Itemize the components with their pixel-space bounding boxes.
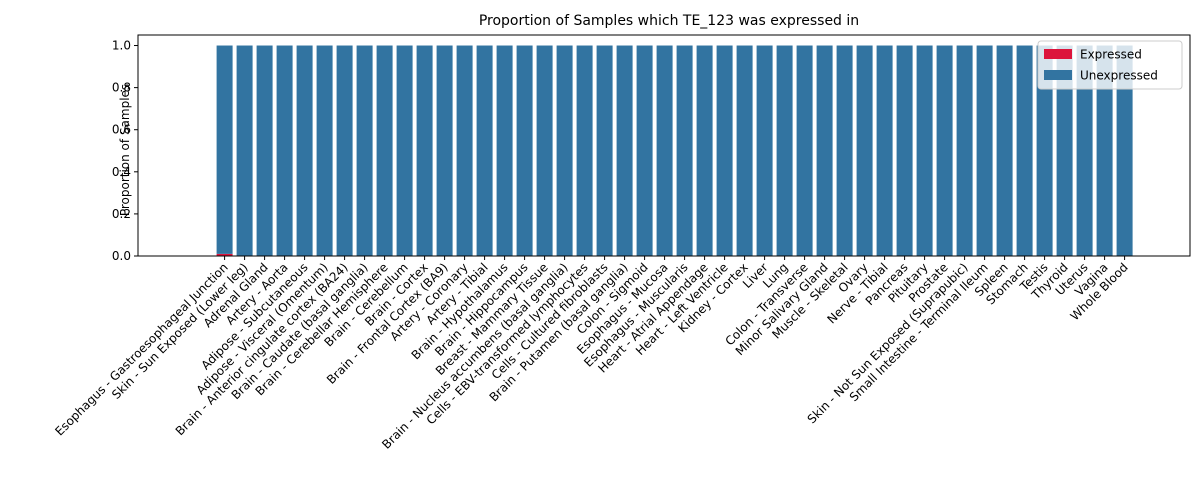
bar-unexpressed-32 bbox=[856, 45, 873, 256]
bar-expressed-0 bbox=[216, 253, 233, 256]
legend-label-expressed: Expressed bbox=[1080, 48, 1142, 62]
bar-unexpressed-29 bbox=[796, 45, 813, 256]
bar-unexpressed-41 bbox=[1036, 45, 1053, 256]
bar-unexpressed-36 bbox=[936, 45, 953, 256]
bar-unexpressed-42 bbox=[1056, 45, 1073, 256]
bar-unexpressed-15 bbox=[516, 45, 533, 256]
y-axis: 0.0 0.2 0.4 0.6 0.8 1.0 bbox=[112, 39, 138, 263]
plot-frame bbox=[137, 34, 1191, 257]
bar-unexpressed-24 bbox=[696, 45, 713, 256]
bar-unexpressed-11 bbox=[436, 45, 453, 256]
bar-unexpressed-0 bbox=[216, 45, 233, 254]
bar-unexpressed-13 bbox=[476, 45, 493, 256]
bar-unexpressed-3 bbox=[276, 45, 293, 256]
bar-unexpressed-39 bbox=[996, 45, 1013, 256]
bar-unexpressed-28 bbox=[776, 45, 793, 256]
bar-unexpressed-30 bbox=[816, 45, 833, 256]
bar-unexpressed-1 bbox=[236, 45, 253, 256]
y-tick-label-2: 0.4 bbox=[112, 165, 131, 179]
bar-unexpressed-19 bbox=[596, 45, 613, 256]
bar-unexpressed-20 bbox=[616, 45, 633, 256]
bar-unexpressed-31 bbox=[836, 45, 853, 256]
bar-unexpressed-6 bbox=[336, 45, 353, 256]
bar-unexpressed-40 bbox=[1016, 45, 1033, 256]
legend-swatch-unexpressed bbox=[1044, 70, 1072, 80]
bar-unexpressed-14 bbox=[496, 45, 513, 256]
legend: Expressed Unexpressed bbox=[1037, 40, 1183, 90]
bar-unexpressed-25 bbox=[716, 45, 733, 256]
bar-unexpressed-37 bbox=[956, 45, 973, 256]
legend-box bbox=[1037, 40, 1183, 90]
legend-label-unexpressed: Unexpressed bbox=[1080, 69, 1158, 83]
bar-unexpressed-8 bbox=[376, 45, 393, 256]
legend-swatch-expressed bbox=[1044, 49, 1072, 59]
bar-unexpressed-17 bbox=[556, 45, 573, 256]
plot-area bbox=[137, 34, 1191, 257]
bar-unexpressed-22 bbox=[656, 45, 673, 256]
bar-unexpressed-34 bbox=[896, 45, 913, 256]
bar-unexpressed-2 bbox=[256, 45, 273, 256]
bar-unexpressed-12 bbox=[456, 45, 473, 256]
bar-unexpressed-33 bbox=[876, 45, 893, 256]
y-axis-label: Proportion of Samples bbox=[118, 84, 132, 216]
y-tick-label-0: 0.0 bbox=[112, 249, 131, 263]
bar-unexpressed-27 bbox=[756, 45, 773, 256]
y-tick-label-1: 0.2 bbox=[112, 207, 131, 221]
bar-unexpressed-7 bbox=[356, 45, 373, 256]
bar-unexpressed-10 bbox=[416, 45, 433, 256]
y-tick-label-3: 0.6 bbox=[112, 123, 131, 137]
bar-unexpressed-45 bbox=[1116, 45, 1133, 256]
bar-unexpressed-9 bbox=[396, 45, 413, 256]
bar-unexpressed-35 bbox=[916, 45, 933, 256]
x-axis: Esophagus - Gastroesophageal JunctionSki… bbox=[52, 256, 1131, 452]
bar-unexpressed-44 bbox=[1096, 45, 1113, 256]
bar-unexpressed-38 bbox=[976, 45, 993, 256]
bar-unexpressed-43 bbox=[1076, 45, 1093, 256]
y-tick-label-5: 1.0 bbox=[112, 39, 131, 53]
bar-unexpressed-16 bbox=[536, 45, 553, 256]
bar-unexpressed-26 bbox=[736, 45, 753, 256]
chart-title: Proportion of Samples which TE_123 was e… bbox=[479, 13, 859, 29]
bar-unexpressed-23 bbox=[676, 45, 693, 256]
bar-unexpressed-4 bbox=[296, 45, 313, 256]
bar-unexpressed-21 bbox=[636, 45, 653, 256]
bar-unexpressed-18 bbox=[576, 45, 593, 256]
bar-unexpressed-5 bbox=[316, 45, 333, 256]
y-tick-label-4: 0.8 bbox=[112, 81, 131, 95]
